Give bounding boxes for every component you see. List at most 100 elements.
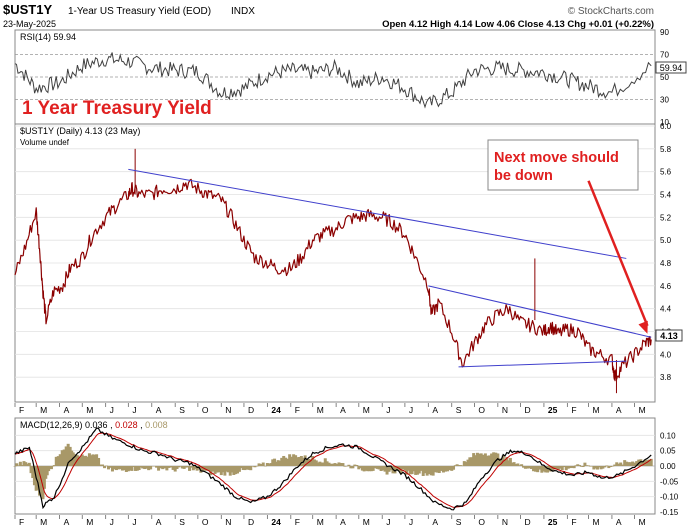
macd-tick-label: -0.15 — [660, 508, 679, 517]
macd-hist-bar — [157, 466, 161, 471]
macd-hist-bar — [514, 464, 518, 466]
macd-hist-bar — [466, 459, 470, 466]
macd-hist-bar — [24, 462, 28, 466]
macd-hist-bar — [581, 466, 585, 468]
macd-tick-label: 0.00 — [660, 462, 676, 471]
macd-hist-bar — [429, 466, 433, 476]
macd-hist-bar — [446, 466, 450, 472]
macd-hist-bar — [410, 466, 414, 475]
symbol: $UST1Y — [3, 2, 52, 17]
month-label: D — [248, 517, 254, 527]
macd-hist-bar — [213, 466, 217, 474]
macd-hist-bar — [311, 456, 315, 466]
month-label: M — [86, 405, 93, 415]
macd-hist-bar — [217, 466, 221, 473]
macd-hist-bar — [333, 463, 337, 466]
macd-hist-bar — [265, 463, 269, 466]
macd-hist-bar — [433, 466, 437, 473]
macd-hist-bar — [406, 466, 410, 471]
macd-hist-bar — [267, 463, 271, 466]
macd-hist-bar — [201, 466, 205, 472]
macd-hist-bar — [419, 466, 423, 471]
macd-hist-bar — [405, 466, 409, 475]
macd-hist-bar — [403, 466, 407, 471]
macd-hist-bar — [297, 456, 301, 466]
macd-hist-bar — [601, 466, 605, 469]
macd-hist-bar — [335, 463, 339, 466]
macd-hist-bar — [173, 466, 177, 472]
macd-hist-bar — [86, 457, 90, 466]
macd-hist-bar — [62, 449, 66, 466]
macd-hist-bar — [318, 461, 322, 466]
month-label: A — [616, 517, 622, 527]
month-label: D — [525, 517, 531, 527]
macd-label-prefix: MACD(12,26,9) — [20, 420, 85, 430]
macd-hist-bar — [122, 466, 126, 471]
macd-hist-bar — [393, 466, 397, 474]
macd-hist-bar — [239, 466, 243, 469]
macd-hist-bar — [556, 466, 560, 470]
macd-hist-bar — [110, 466, 114, 472]
rsi-label: RSI(14) 59.94 — [20, 32, 76, 42]
macd-hist-bar — [184, 466, 188, 468]
macd-hist-bar — [52, 465, 56, 466]
macd-hist-bar — [551, 466, 555, 472]
macd-hist-bar — [534, 466, 538, 472]
callout-arrow — [587, 180, 649, 334]
month-label: J — [110, 517, 114, 527]
month-label: 24 — [271, 405, 281, 415]
macd-hist-bar — [105, 465, 109, 467]
macd-hist-bar — [261, 462, 265, 466]
month-label: S — [179, 405, 185, 415]
macd-hist-bar — [339, 463, 343, 466]
macd-hist-bar — [444, 466, 448, 472]
macd-tick-label: -0.05 — [660, 477, 679, 486]
macd-hist-bar — [475, 452, 479, 466]
macd-hist-bar — [481, 454, 485, 466]
macd-hist-bar — [427, 466, 431, 474]
month-axis-bottom: F M A M J J A S O N D 24 F M A M J J A S O N D 25 F M A M — [14, 515, 655, 528]
macd-hist-bar — [558, 466, 562, 469]
macd-hist-bar — [544, 466, 548, 473]
symbol-description: 1-Year US Treasury Yield (EOD) — [68, 6, 211, 17]
macd-hist-bar — [149, 466, 153, 470]
macd-hist-bar — [619, 462, 623, 466]
macd-hist-bar — [223, 466, 227, 476]
month-label: D — [525, 405, 531, 415]
macd-hist-bar — [470, 457, 474, 466]
macd-hist-bar — [68, 446, 72, 466]
month-label: F — [19, 405, 24, 415]
macd-hist-bar — [595, 466, 599, 470]
macd-hist-bar — [286, 458, 290, 466]
month-label: M — [40, 405, 47, 415]
month-label: F — [295, 517, 300, 527]
macd-hist-bar — [448, 466, 452, 471]
macd-hist-bar — [207, 466, 211, 471]
macd-hist-bar — [253, 466, 257, 468]
macd-hist-bar — [576, 464, 580, 466]
macd-hist-bar — [341, 463, 345, 466]
macd-hist-bar — [76, 455, 80, 466]
macd-hist-bar — [425, 466, 429, 476]
trendline — [128, 168, 627, 259]
macd-hist-bar — [199, 466, 203, 473]
date-label: 23-May-2025 — [3, 19, 56, 29]
macd-hist-bar — [492, 452, 496, 466]
macd-hist-bar — [518, 465, 522, 466]
macd-hist-bar — [540, 466, 544, 473]
month-label: D — [248, 405, 254, 415]
macd-hist-bar — [22, 461, 26, 466]
rsi-grid — [15, 54, 655, 100]
macd-hist-bar — [401, 466, 405, 470]
rsi-axis: 10 30 50 70 90 — [660, 28, 669, 127]
price-tick-label: 4.4 — [660, 305, 672, 314]
macd-hist-bar — [99, 464, 103, 466]
macd-hist-bar — [249, 466, 253, 471]
macd-hist-bar — [412, 466, 416, 472]
macd-hist-bar — [605, 465, 609, 466]
month-label: A — [156, 405, 162, 415]
macd-hist-bar — [553, 466, 557, 470]
macd-hist-bar — [498, 458, 502, 466]
macd-hist-bar — [457, 465, 461, 466]
macd-hist-bar — [316, 462, 320, 466]
